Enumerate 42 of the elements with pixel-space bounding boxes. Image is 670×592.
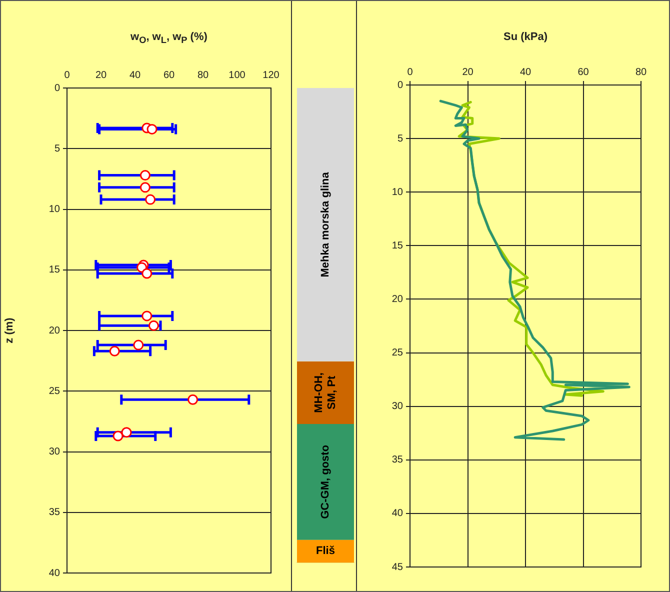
y-tick-label: 40 bbox=[392, 508, 404, 520]
x-tick-label: 20 bbox=[462, 66, 474, 78]
x-tick-label: 20 bbox=[95, 70, 107, 81]
y-tick-label: 20 bbox=[48, 325, 60, 336]
bar bbox=[297, 540, 354, 563]
x-tick-label: 120 bbox=[262, 70, 280, 81]
y-tick-label: 20 bbox=[392, 294, 404, 305]
x-tick-label: 100 bbox=[228, 70, 246, 81]
y-tick-label: 35 bbox=[392, 454, 404, 466]
y-tick-label: 5 bbox=[397, 133, 404, 144]
series-label: Fliš bbox=[316, 545, 335, 558]
series-label: Mehka morska glina bbox=[320, 171, 332, 278]
x-axis-title: w$_{O}$, w$_{L}$, w$_{P}$ (%) bbox=[130, 31, 208, 46]
y-tick-label: 5 bbox=[54, 143, 60, 154]
y-tick-label: 0 bbox=[54, 82, 60, 94]
y-tick-label: 30 bbox=[48, 446, 60, 458]
bar bbox=[297, 361, 354, 424]
y-tick-label: 10 bbox=[48, 204, 60, 215]
bar bbox=[297, 424, 354, 540]
x-tick-label: 60 bbox=[578, 66, 590, 78]
y-tick-label: 45 bbox=[392, 562, 404, 573]
y-tick-label: 15 bbox=[48, 264, 60, 276]
x-axis-title: Su (kPa) bbox=[504, 31, 548, 43]
series-label: GC-GM, gosto bbox=[320, 444, 332, 519]
x-tick-label: 80 bbox=[197, 70, 209, 81]
y-tick-label: 35 bbox=[48, 507, 60, 518]
x-tick-label: 40 bbox=[520, 66, 532, 78]
bar bbox=[297, 88, 354, 362]
x-tick-label: 60 bbox=[163, 70, 175, 81]
series-label: MH-OH, SM, Pt bbox=[313, 372, 338, 413]
x-tick-label: 0 bbox=[64, 70, 70, 81]
y-tick-label: 25 bbox=[392, 348, 404, 359]
y-tick-label: 15 bbox=[392, 240, 404, 252]
x-tick-label: 80 bbox=[635, 66, 647, 78]
x-tick-label: 0 bbox=[407, 66, 414, 78]
y-axis-title: z (m) bbox=[4, 317, 16, 344]
y-tick-label: 25 bbox=[48, 386, 60, 397]
y-tick-label: 0 bbox=[397, 80, 404, 91]
x-tick-label: 40 bbox=[129, 70, 141, 81]
y-tick-label: 40 bbox=[48, 568, 60, 579]
y-tick-label: 30 bbox=[392, 401, 404, 412]
y-tick-label: 10 bbox=[392, 186, 404, 198]
